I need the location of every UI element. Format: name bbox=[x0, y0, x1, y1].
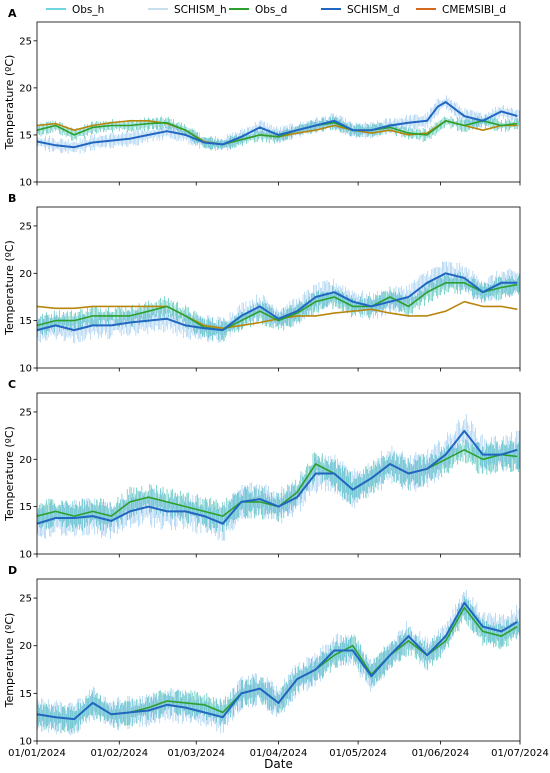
panel-label: A bbox=[8, 7, 17, 20]
axes-frame bbox=[36, 206, 521, 369]
y-tick-label: 20 bbox=[19, 641, 32, 652]
y-tick-label: 25 bbox=[19, 407, 32, 418]
legend-entry-schism-d: SCHISM_d bbox=[321, 4, 400, 16]
y-axis-label: Temperature (ºC) bbox=[3, 55, 16, 151]
y-tick-label: 15 bbox=[19, 130, 32, 141]
panel-label: D bbox=[8, 564, 17, 577]
plot-area bbox=[37, 589, 520, 736]
panels: 10 15 20 25 A Temperature (ºC) 10 15 20 25 B Temper… bbox=[3, 7, 549, 759]
x-tick-label: 01/04/2024 bbox=[250, 748, 308, 759]
panel-c: 10 15 20 25 C Temperature (ºC) bbox=[3, 378, 521, 561]
y-axis-label: Temperature (ºC) bbox=[3, 613, 16, 709]
panel-a: 10 15 20 25 A Temperature (ºC) bbox=[3, 7, 521, 189]
y-tick-label: 10 bbox=[19, 550, 32, 561]
x-tick-label: 01/02/2024 bbox=[90, 748, 148, 759]
panel-label: B bbox=[8, 192, 16, 205]
y-tick-label: 25 bbox=[19, 36, 32, 47]
x-tick-label: 01/03/2024 bbox=[167, 748, 225, 759]
series-line-schism-d bbox=[37, 429, 518, 525]
x-tick-label: 01/07/2024 bbox=[491, 748, 549, 759]
legend-label: SCHISM_d bbox=[347, 4, 400, 16]
legend-label: Obs_d bbox=[255, 4, 287, 16]
y-tick-label: 25 bbox=[19, 221, 32, 232]
plot-area bbox=[37, 261, 520, 344]
y-tick-label: 10 bbox=[19, 178, 32, 189]
axes-frame bbox=[36, 392, 521, 555]
legend-entry-obs-h: Obs_h bbox=[46, 4, 104, 16]
panel-label: C bbox=[8, 378, 16, 391]
y-tick-label: 25 bbox=[19, 594, 32, 605]
legend-label: SCHISM_h bbox=[174, 4, 227, 16]
series-line-obs-d bbox=[37, 281, 518, 331]
series-line-schism-d bbox=[37, 601, 518, 721]
legend-entry-schism-h: SCHISM_h bbox=[148, 4, 227, 16]
x-tick-label: 01/01/2024 bbox=[8, 748, 66, 759]
series-line-schism-d bbox=[37, 101, 518, 149]
y-tick-label: 10 bbox=[19, 364, 32, 375]
panel-d: 10 15 20 25 01/01/2024 01/02/2024 01/03/2024 01… bbox=[3, 564, 549, 759]
legend-label: CMEMSIBI_d bbox=[442, 4, 506, 16]
plot-area bbox=[37, 95, 520, 154]
y-axis-label: Temperature (ºC) bbox=[3, 240, 16, 336]
y-tick-label: 20 bbox=[19, 455, 32, 466]
legend-label: Obs_h bbox=[72, 4, 104, 16]
x-tick-label: 01/05/2024 bbox=[329, 748, 387, 759]
x-axis-label: Date bbox=[264, 757, 293, 771]
legend-entry-cmemsibi-d: CMEMSIBI_d bbox=[416, 4, 506, 16]
series-line-schism-d bbox=[37, 272, 518, 332]
y-tick-label: 15 bbox=[19, 689, 32, 700]
x-tick-label: 01/06/2024 bbox=[412, 748, 470, 759]
y-axis-label: Temperature (ºC) bbox=[3, 426, 16, 522]
series-line-obs-d bbox=[37, 120, 518, 146]
y-tick-label: 15 bbox=[19, 502, 32, 513]
y-tick-label: 15 bbox=[19, 316, 32, 327]
legend-entry-obs-d: Obs_d bbox=[229, 4, 287, 16]
plot-area bbox=[37, 414, 520, 541]
y-tick-label: 20 bbox=[19, 269, 32, 280]
y-tick-label: 20 bbox=[19, 83, 32, 94]
y-tick-label: 10 bbox=[19, 737, 32, 748]
legend: Obs_h SCHISM_h Obs_d SCHISM_d CMEMSIBI_d bbox=[46, 4, 506, 16]
panel-b: 10 15 20 25 B Temperature (ºC) bbox=[3, 192, 521, 375]
